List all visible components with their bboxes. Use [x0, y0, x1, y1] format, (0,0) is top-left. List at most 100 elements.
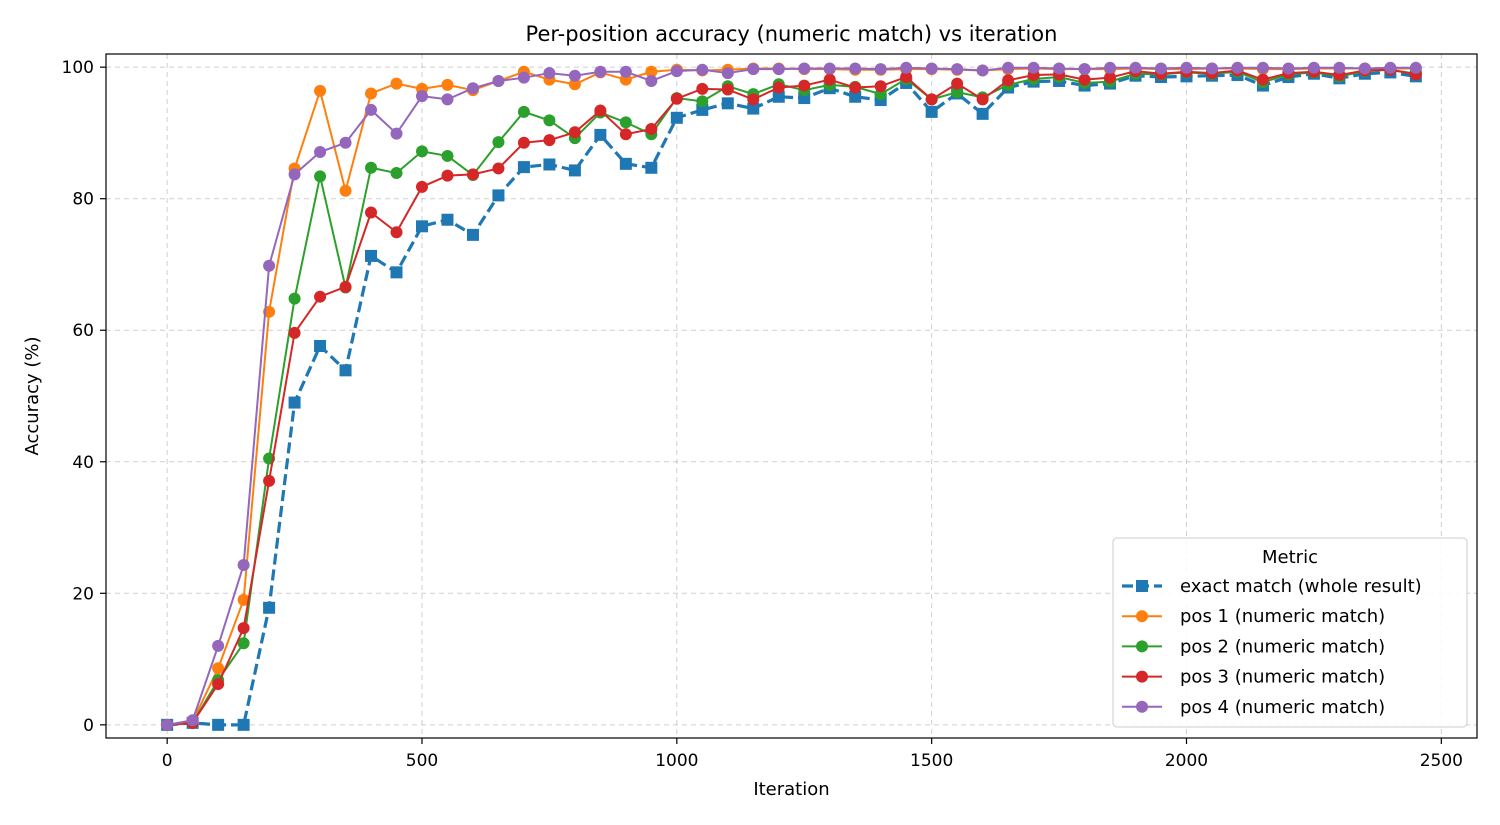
data-point: [670, 111, 683, 124]
data-point: [517, 71, 530, 84]
data-point: [441, 169, 454, 182]
data-point: [772, 63, 785, 76]
legend-label: pos 3 (numeric match): [1180, 667, 1385, 688]
data-point: [415, 220, 428, 233]
data-point: [365, 206, 378, 219]
legend-entry: exact match (whole result): [1122, 576, 1422, 597]
chart-title: Per-position accuracy (numeric match) vs…: [526, 22, 1058, 46]
data-point: [288, 326, 301, 339]
legend: Metric exact match (whole result) pos 1 (…: [1112, 537, 1468, 728]
data-point: [925, 93, 938, 106]
data-point: [288, 168, 301, 181]
data-point: [670, 92, 683, 105]
data-point: [186, 714, 199, 727]
legend-entry: pos 4 (numeric match): [1122, 697, 1385, 718]
data-point: [747, 102, 760, 115]
data-point: [212, 718, 225, 731]
data-point: [237, 593, 250, 606]
data-point: [237, 718, 250, 731]
data-point: [390, 127, 403, 140]
data-point: [1358, 62, 1371, 75]
data-point: [1409, 61, 1422, 74]
data-point: [237, 559, 250, 572]
data-point: [339, 280, 352, 293]
data-point: [747, 93, 760, 106]
y-tick-label: 40: [72, 453, 94, 473]
data-point: [798, 79, 811, 92]
data-point: [1256, 73, 1269, 86]
data-point: [772, 90, 785, 103]
data-point: [1307, 61, 1320, 74]
legend-entry: pos 3 (numeric match): [1122, 667, 1385, 688]
data-point: [466, 82, 479, 95]
data-point: [849, 81, 862, 94]
data-point: [645, 74, 658, 87]
data-point: [1282, 62, 1295, 75]
data-point: [976, 93, 989, 106]
legend-entries: exact match (whole result) pos 1 (numeric…: [1122, 576, 1422, 718]
data-point: [1205, 62, 1218, 75]
legend-entry: pos 1 (numeric match): [1122, 606, 1385, 627]
data-point: [492, 162, 505, 175]
data-point: [263, 259, 276, 272]
data-point: [263, 601, 276, 614]
data-point: [543, 134, 556, 147]
data-point: [288, 292, 301, 305]
legend-label: pos 4 (numeric match): [1180, 697, 1385, 718]
data-point: [1180, 61, 1193, 74]
data-point: [645, 65, 658, 78]
data-point: [161, 718, 174, 731]
data-point: [415, 180, 428, 193]
legend-marker: [1136, 580, 1148, 592]
data-point: [415, 90, 428, 103]
data-point: [1129, 61, 1142, 74]
data-point: [212, 662, 225, 675]
data-point: [721, 67, 734, 80]
series-pos-4: [161, 61, 1422, 731]
data-point: [441, 213, 454, 226]
data-point: [1053, 62, 1066, 75]
data-point: [594, 128, 607, 141]
data-point: [314, 170, 327, 183]
data-point: [619, 65, 632, 78]
legend-marker: [1136, 610, 1148, 623]
data-point: [951, 77, 964, 90]
plot-frame: [105, 53, 1478, 739]
data-point: [365, 161, 378, 174]
data-point: [594, 65, 607, 78]
data-point: [288, 396, 301, 409]
data-point: [823, 73, 836, 86]
y-tick-label: 80: [72, 190, 94, 210]
y-tick-label: 20: [72, 584, 94, 604]
data-point: [619, 157, 632, 170]
data-point: [441, 93, 454, 106]
data-point: [874, 80, 887, 93]
x-tick-label: 1000: [655, 751, 698, 771]
data-point: [237, 637, 250, 650]
data-point: [237, 622, 250, 635]
data-point: [670, 65, 683, 78]
data-point: [1256, 61, 1269, 74]
data-point: [390, 77, 403, 90]
data-point: [543, 114, 556, 127]
data-point: [772, 81, 785, 94]
y-tick-label: 100: [62, 58, 94, 78]
data-point: [314, 340, 327, 353]
data-point: [517, 105, 530, 118]
data-point: [747, 63, 760, 76]
data-point: [263, 474, 276, 487]
legend-marker: [1136, 640, 1148, 653]
data-point: [951, 86, 964, 99]
data-point: [900, 61, 913, 74]
series-layer: [161, 61, 1422, 731]
data-point: [568, 69, 581, 82]
data-point: [1104, 61, 1117, 74]
y-tick-label: 0: [83, 716, 94, 736]
y-tick-label: 60: [72, 321, 94, 341]
legend-box: [1112, 537, 1468, 728]
data-point: [1155, 62, 1168, 75]
data-point: [925, 62, 938, 75]
data-point: [568, 164, 581, 177]
data-point: [466, 228, 479, 241]
